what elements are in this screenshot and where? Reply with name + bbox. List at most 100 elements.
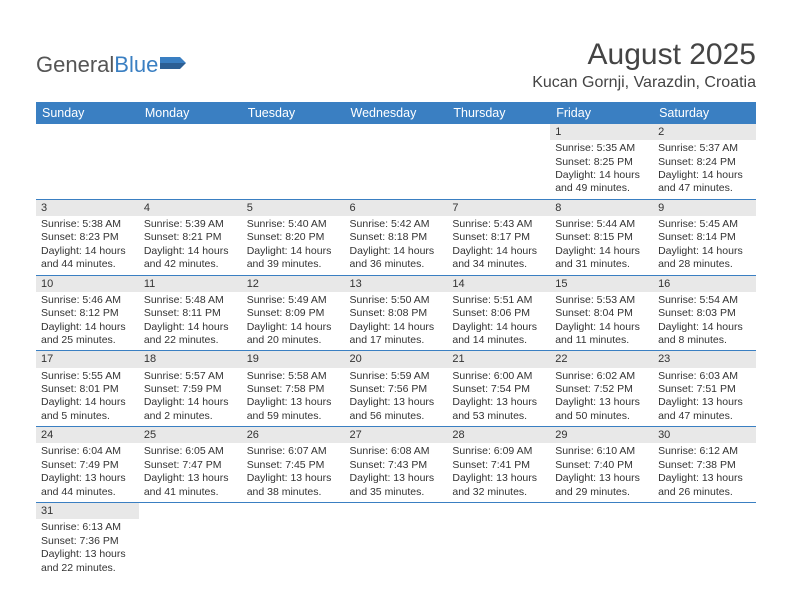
sunset-line: Sunset: 8:06 PM bbox=[452, 307, 545, 320]
day-number: 29 bbox=[550, 427, 653, 443]
calendar-day-cell: 16Sunrise: 5:54 AMSunset: 8:03 PMDayligh… bbox=[653, 275, 756, 351]
daylight-line: Daylight: 13 hours and 53 minutes. bbox=[452, 396, 545, 423]
day-content: Sunrise: 5:38 AMSunset: 8:23 PMDaylight:… bbox=[36, 216, 139, 275]
daylight-line: Daylight: 14 hours and 2 minutes. bbox=[144, 396, 237, 423]
day-number: 8 bbox=[550, 200, 653, 216]
daylight-line: Daylight: 14 hours and 31 minutes. bbox=[555, 245, 648, 272]
day-number: 3 bbox=[36, 200, 139, 216]
calendar-empty-cell bbox=[345, 503, 448, 578]
calendar-day-cell: 8 Sunrise: 5:44 AMSunset: 8:15 PMDaylight… bbox=[550, 199, 653, 275]
sunrise-line: Sunrise: 6:00 AM bbox=[452, 370, 545, 383]
daylight-line: Daylight: 14 hours and 20 minutes. bbox=[247, 321, 340, 348]
calendar-empty-cell bbox=[242, 124, 345, 199]
sunset-line: Sunset: 8:17 PM bbox=[452, 231, 545, 244]
day-content: Sunrise: 5:57 AMSunset: 7:59 PMDaylight:… bbox=[139, 368, 242, 427]
daylight-line: Daylight: 14 hours and 17 minutes. bbox=[350, 321, 443, 348]
day-number: 9 bbox=[653, 200, 756, 216]
sunrise-line: Sunrise: 5:43 AM bbox=[452, 218, 545, 231]
sunset-line: Sunset: 7:38 PM bbox=[658, 459, 751, 472]
sunrise-line: Sunrise: 5:44 AM bbox=[555, 218, 648, 231]
weekday-header: Friday bbox=[550, 102, 653, 124]
calendar-day-cell: 7 Sunrise: 5:43 AMSunset: 8:17 PMDaylight… bbox=[447, 199, 550, 275]
sunset-line: Sunset: 8:18 PM bbox=[350, 231, 443, 244]
sunrise-line: Sunrise: 5:42 AM bbox=[350, 218, 443, 231]
daylight-line: Daylight: 13 hours and 29 minutes. bbox=[555, 472, 648, 499]
day-number: 7 bbox=[447, 200, 550, 216]
sunrise-line: Sunrise: 6:07 AM bbox=[247, 445, 340, 458]
day-content: Sunrise: 5:35 AMSunset: 8:25 PMDaylight:… bbox=[550, 140, 653, 199]
daylight-line: Daylight: 14 hours and 25 minutes. bbox=[41, 321, 134, 348]
day-number: 31 bbox=[36, 503, 139, 519]
sunrise-line: Sunrise: 5:40 AM bbox=[247, 218, 340, 231]
calendar-header-row: SundayMondayTuesdayWednesdayThursdayFrid… bbox=[36, 102, 756, 124]
day-content: Sunrise: 5:42 AMSunset: 8:18 PMDaylight:… bbox=[345, 216, 448, 275]
daylight-line: Daylight: 13 hours and 47 minutes. bbox=[658, 396, 751, 423]
calendar-day-cell: 17 Sunrise: 5:55 AMSunset: 8:01 PMDayligh… bbox=[36, 351, 139, 427]
calendar-day-cell: 30Sunrise: 6:12 AMSunset: 7:38 PMDayligh… bbox=[653, 427, 756, 503]
calendar-day-cell: 18Sunrise: 5:57 AMSunset: 7:59 PMDayligh… bbox=[139, 351, 242, 427]
day-content: Sunrise: 5:46 AMSunset: 8:12 PMDaylight:… bbox=[36, 292, 139, 351]
sunset-line: Sunset: 8:15 PM bbox=[555, 231, 648, 244]
sunset-line: Sunset: 8:01 PM bbox=[41, 383, 134, 396]
day-number: 4 bbox=[139, 200, 242, 216]
day-number: 6 bbox=[345, 200, 448, 216]
sunrise-line: Sunrise: 6:05 AM bbox=[144, 445, 237, 458]
day-number: 24 bbox=[36, 427, 139, 443]
sunset-line: Sunset: 7:41 PM bbox=[452, 459, 545, 472]
sunrise-line: Sunrise: 6:08 AM bbox=[350, 445, 443, 458]
sunrise-line: Sunrise: 6:04 AM bbox=[41, 445, 134, 458]
calendar-week-row: 24 Sunrise: 6:04 AMSunset: 7:49 PM Dayligh… bbox=[36, 427, 756, 503]
sunrise-line: Sunrise: 5:58 AM bbox=[247, 370, 340, 383]
daylight-line: Daylight: 14 hours and 39 minutes. bbox=[247, 245, 340, 272]
sunset-line: Sunset: 7:56 PM bbox=[350, 383, 443, 396]
calendar-empty-cell bbox=[345, 124, 448, 199]
weekday-header: Sunday bbox=[36, 102, 139, 124]
sunrise-line: Sunrise: 6:02 AM bbox=[555, 370, 648, 383]
sunrise-line: Sunrise: 5:55 AM bbox=[41, 370, 134, 383]
sunset-line: Sunset: 8:08 PM bbox=[350, 307, 443, 320]
daylight-line: Daylight: 14 hours and 5 minutes. bbox=[41, 396, 134, 423]
sunset-line: Sunset: 7:49 PM bbox=[41, 459, 134, 472]
sunrise-line: Sunrise: 5:38 AM bbox=[41, 218, 134, 231]
sunrise-line: Sunrise: 5:59 AM bbox=[350, 370, 443, 383]
sunrise-line: Sunrise: 5:39 AM bbox=[144, 218, 237, 231]
day-number: 21 bbox=[447, 351, 550, 367]
weekday-header: Tuesday bbox=[242, 102, 345, 124]
day-number: 27 bbox=[345, 427, 448, 443]
daylight-line: Daylight: 13 hours and 50 minutes. bbox=[555, 396, 648, 423]
day-content: Sunrise: 5:50 AMSunset: 8:08 PMDaylight:… bbox=[345, 292, 448, 351]
calendar-day-cell: 15Sunrise: 5:53 AMSunset: 8:04 PMDayligh… bbox=[550, 275, 653, 351]
weekday-header: Thursday bbox=[447, 102, 550, 124]
sunset-line: Sunset: 7:43 PM bbox=[350, 459, 443, 472]
day-number: 13 bbox=[345, 276, 448, 292]
calendar-day-cell: 24Sunrise: 6:04 AMSunset: 7:49 PMDayligh… bbox=[36, 427, 139, 503]
calendar-table: SundayMondayTuesdayWednesdayThursdayFrid… bbox=[36, 102, 756, 578]
day-content: Sunrise: 6:10 AMSunset: 7:40 PMDaylight:… bbox=[550, 443, 653, 502]
daylight-line: Daylight: 14 hours and 42 minutes. bbox=[144, 245, 237, 272]
daylight-line: Daylight: 13 hours and 22 minutes. bbox=[41, 548, 134, 575]
daylight-line: Daylight: 14 hours and 34 minutes. bbox=[452, 245, 545, 272]
calendar-empty-cell bbox=[242, 503, 345, 578]
day-number: 15 bbox=[550, 276, 653, 292]
calendar-day-cell: 29Sunrise: 6:10 AMSunset: 7:40 PMDayligh… bbox=[550, 427, 653, 503]
sunset-line: Sunset: 8:09 PM bbox=[247, 307, 340, 320]
weekday-header: Monday bbox=[139, 102, 242, 124]
day-content: Sunrise: 6:08 AMSunset: 7:43 PMDaylight:… bbox=[345, 443, 448, 502]
sunset-line: Sunset: 7:36 PM bbox=[41, 535, 134, 548]
day-content: Sunrise: 5:53 AMSunset: 8:04 PMDaylight:… bbox=[550, 292, 653, 351]
sunrise-line: Sunrise: 5:50 AM bbox=[350, 294, 443, 307]
day-number: 12 bbox=[242, 276, 345, 292]
sunrise-line: Sunrise: 6:09 AM bbox=[452, 445, 545, 458]
day-content: Sunrise: 6:07 AMSunset: 7:45 PMDaylight:… bbox=[242, 443, 345, 502]
day-number: 17 bbox=[36, 351, 139, 367]
calendar-day-cell: 28Sunrise: 6:09 AMSunset: 7:41 PMDayligh… bbox=[447, 427, 550, 503]
day-number: 5 bbox=[242, 200, 345, 216]
logo-text-general: General bbox=[36, 52, 114, 78]
calendar-week-row: 31Sunrise: 6:13 AMSunset: 7:36 PMDayligh… bbox=[36, 503, 756, 578]
day-number: 18 bbox=[139, 351, 242, 367]
sunset-line: Sunset: 7:45 PM bbox=[247, 459, 340, 472]
sunrise-line: Sunrise: 5:49 AM bbox=[247, 294, 340, 307]
calendar-page: GeneralBlue August 2025 Kucan Gornji, Va… bbox=[0, 0, 792, 602]
sunset-line: Sunset: 8:04 PM bbox=[555, 307, 648, 320]
calendar-week-row: 3Sunrise: 5:38 AMSunset: 8:23 PMDaylight… bbox=[36, 199, 756, 275]
